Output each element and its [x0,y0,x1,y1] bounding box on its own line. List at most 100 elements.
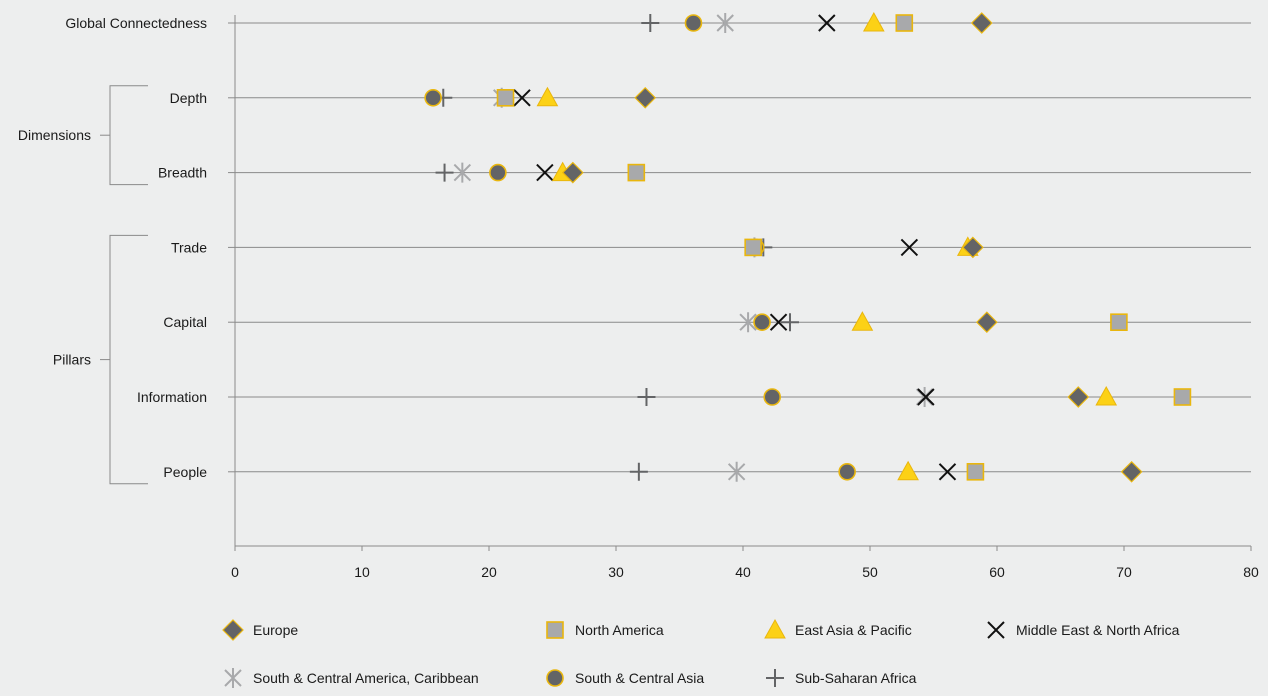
x-tick-label: 30 [608,564,624,580]
circle-marker-shape [838,462,856,481]
plus-marker-shape [641,14,660,32]
data-point [897,460,919,481]
data-point [513,89,531,107]
data-point [1120,460,1143,483]
diamond-marker-shape [561,161,584,184]
legend-marker [546,669,564,687]
category-label: Depth [170,90,207,106]
x-marker-shape [513,89,531,107]
data-point [536,163,554,182]
diamond-marker-shape [962,236,984,259]
legend-label: South & Central America, Caribbean [253,670,479,686]
triangle-marker-shape [764,618,786,639]
data-point [489,163,507,182]
legend-marker [224,668,242,688]
data-point [634,86,657,109]
x-marker-shape [987,621,1005,639]
x-tick-label: 10 [354,564,370,580]
x-marker-shape [917,388,935,406]
category-label: Information [137,389,207,405]
legend-marker [546,621,564,639]
legend-marker [222,619,244,641]
diamond-marker-shape [222,619,244,641]
legend-item: East Asia & Pacific [764,618,912,639]
legend-label: Europe [253,622,298,638]
data-point [744,238,762,257]
data-point [561,161,584,184]
x-tick-label: 80 [1243,564,1259,580]
triangle-marker-shape [536,86,559,107]
x-marker-shape [536,163,554,182]
data-point [496,89,515,107]
asterisk-marker-shape [453,162,472,183]
series-east-asia-pacific [536,11,1118,481]
x-marker-shape [900,238,919,257]
circle-marker-shape [763,388,782,406]
data-point [818,14,836,32]
diamond-marker-shape [1120,460,1143,483]
data-point [917,388,935,406]
triangle-marker-shape [1095,385,1118,406]
category-label: People [163,464,207,480]
circle-marker-shape [424,89,442,107]
asterisk-marker-shape [727,461,746,482]
group-label: Dimensions [18,127,91,143]
data-point [975,311,998,334]
square-marker-shape [1110,313,1128,332]
data-point [763,388,782,406]
series-middle-east-north-africa [513,14,957,481]
data-point [637,388,656,406]
asterisk-marker-shape [739,312,757,333]
group-bracket [109,234,148,485]
plus-marker-shape [766,669,784,687]
diamond-marker-shape [970,12,993,34]
data-point [780,313,799,332]
data-point [716,13,734,33]
data-point [900,238,919,257]
legend-item: Middle East & North Africa [987,621,1180,639]
x-marker-shape [938,463,957,481]
data-point [862,11,885,32]
asterisk-marker-shape [716,13,734,33]
x-marker-shape [769,313,788,331]
category-label: Trade [171,239,207,255]
data-point [629,462,648,481]
data-point [727,461,746,482]
group-label: Pillars [53,352,91,368]
data-point [970,12,993,34]
legend-item: Europe [222,619,298,641]
square-marker-shape [744,238,762,257]
asterisk-marker-shape [224,668,242,688]
data-point [851,311,874,331]
plus-marker-shape [637,388,656,406]
x-tick-label: 40 [735,564,751,580]
triangle-marker-shape [897,460,919,481]
data-point [938,463,957,481]
legend-marker [987,621,1005,639]
x-tick-label: 70 [1116,564,1132,580]
data-point [536,86,559,107]
legend-item: North America [546,621,664,639]
x-tick-label: 50 [862,564,878,580]
data-points [424,11,1192,483]
category-label: Capital [163,314,207,330]
legend-item: Sub-Saharan Africa [766,669,917,687]
circle-marker-shape [546,669,564,687]
legend-label: South & Central Asia [575,670,704,686]
legend-item: South & Central America, Caribbean [224,668,479,688]
circle-marker-shape [489,163,507,182]
data-point [641,14,660,32]
diamond-marker-shape [634,86,657,109]
square-marker-shape [496,89,515,107]
data-point [453,162,472,183]
legend-label: East Asia & Pacific [795,622,912,638]
legend-item: South & Central Asia [546,669,704,687]
circle-marker-shape [684,14,703,32]
data-point [966,462,985,481]
data-point [895,14,914,32]
x-tick-label: 60 [989,564,1005,580]
legend-label: North America [575,622,664,638]
data-point [435,163,454,182]
data-point [962,236,984,259]
